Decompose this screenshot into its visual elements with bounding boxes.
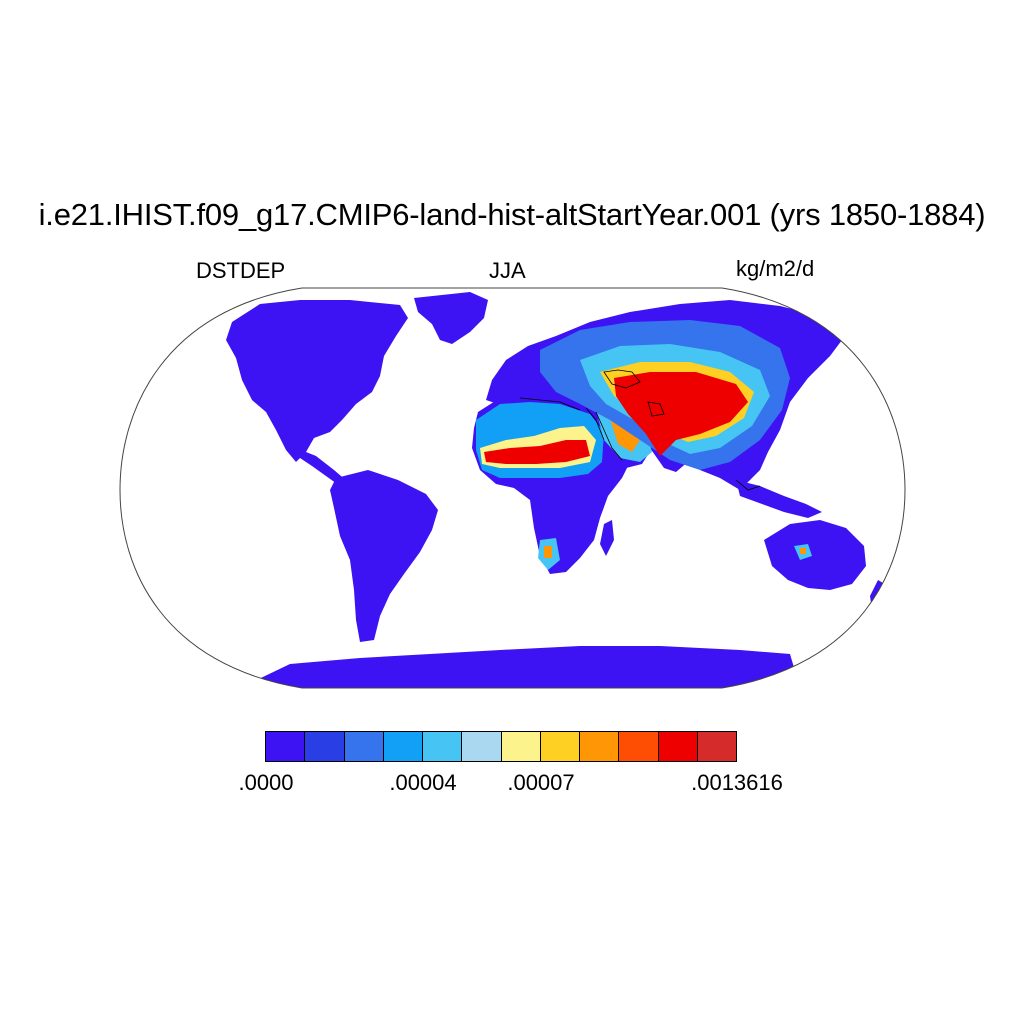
plot-title: i.e21.IHIST.f09_g17.CMIP6-land-hist-altS… — [38, 197, 986, 232]
colorbar-box-11 — [658, 732, 698, 761]
colorbar-label-2: .00004 — [389, 770, 457, 795]
land-central-america — [296, 448, 348, 486]
colorbar-box-1 — [266, 732, 306, 761]
land-new-zealand — [870, 580, 888, 610]
coastline-lines — [519, 369, 761, 491]
colorbar-box-5 — [423, 732, 463, 761]
land-australia — [764, 520, 866, 590]
colorbar-label-3: .00007 — [507, 770, 575, 795]
colorbar-label-4: .0013616 — [691, 770, 783, 795]
colorbar-box-3 — [344, 732, 384, 761]
land-greenland — [414, 292, 488, 344]
colorbar-box-12 — [697, 732, 736, 761]
dust-australia-core — [800, 548, 806, 554]
map-fill-layer — [226, 292, 888, 688]
dust-arabia-core — [610, 418, 640, 452]
colorbar-box-8 — [540, 732, 580, 761]
season-label: JJA — [489, 258, 526, 283]
colorbar-box-7 — [501, 732, 541, 761]
colorbar — [265, 731, 737, 762]
land-south-america — [330, 470, 438, 642]
colorbar-box-9 — [580, 732, 620, 761]
colorbar-box-10 — [619, 732, 659, 761]
colorbar-label-1: .0000 — [238, 770, 294, 795]
colorbar-box-6 — [462, 732, 502, 761]
land-antarctica — [240, 646, 800, 688]
land-north-america — [226, 300, 408, 462]
land-maritime-asia — [736, 480, 822, 518]
dust-kalahari-core — [544, 546, 552, 558]
colorbar-box-4 — [383, 732, 423, 761]
colorbar-box-2 — [305, 732, 345, 761]
units-label: kg/m2/d — [736, 256, 815, 281]
land-madagascar — [600, 520, 614, 556]
variable-label: DSTDEP — [196, 258, 286, 283]
dust-sahara-core — [484, 440, 590, 464]
map-frame — [119, 287, 906, 689]
dust-asia-core — [614, 372, 748, 456]
